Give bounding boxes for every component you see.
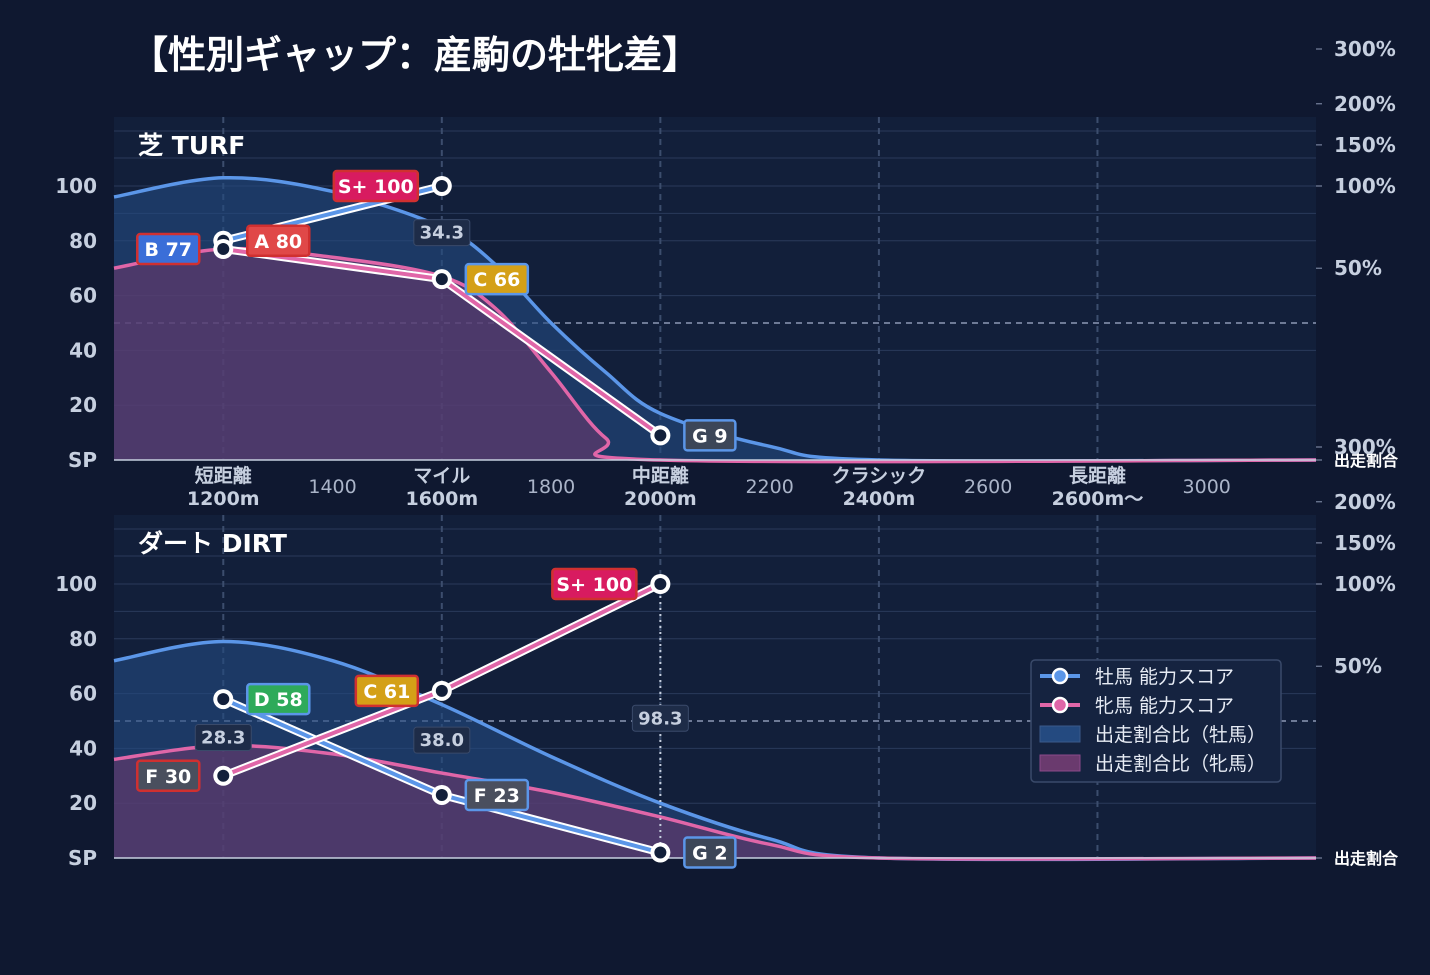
score-badge-label: F 30 bbox=[145, 766, 191, 788]
legend-box bbox=[1030, 659, 1282, 783]
score-badge bbox=[551, 567, 638, 601]
legend-label: 牡馬 能力スコア bbox=[1095, 666, 1234, 688]
ratio-label: 38.0 bbox=[420, 730, 464, 751]
ratio-label: 34.3 bbox=[420, 223, 464, 244]
score-badge-label: C 66 bbox=[473, 269, 520, 291]
legend-marker-swatch bbox=[1051, 696, 1069, 714]
score-badge bbox=[136, 759, 201, 793]
score-badge bbox=[246, 224, 311, 258]
x-minor-label: 3000 bbox=[1183, 476, 1231, 498]
panel-title: ダート DIRT bbox=[138, 529, 287, 558]
legend-area-swatch bbox=[1039, 725, 1081, 743]
legend-label: 出走割合比（牝馬） bbox=[1095, 753, 1266, 775]
turf-panel: SP 20 40 60 80 100 出走割合 50% 100% 150% 200% 300% 34.3… bbox=[55, 37, 1399, 510]
x-minor-label: 1800 bbox=[527, 476, 575, 498]
y-tick-label: 100 bbox=[55, 572, 97, 596]
female-score-point bbox=[654, 578, 667, 590]
right-tick-label: 200% bbox=[1334, 490, 1396, 514]
score-badge bbox=[464, 262, 530, 296]
panel-title: 芝 TURF bbox=[138, 131, 245, 160]
right-tick-label: 出走割合 bbox=[1334, 849, 1399, 868]
score-badge bbox=[683, 836, 737, 869]
x-minor-label: 2200 bbox=[745, 476, 793, 498]
x-major-label: 長距離 bbox=[1069, 464, 1126, 487]
y-tick-label: 60 bbox=[69, 682, 97, 706]
score-badge bbox=[464, 778, 530, 812]
x-major-sublabel: 1600m bbox=[405, 488, 478, 510]
score-badge bbox=[246, 682, 311, 716]
legend-label: 出走割合比（牡馬） bbox=[1095, 724, 1266, 746]
score-badge bbox=[683, 419, 737, 452]
female-score-point bbox=[435, 684, 448, 697]
legend-label: 牝馬 能力スコア bbox=[1095, 695, 1234, 717]
female-score-point bbox=[654, 429, 667, 442]
female-score-point bbox=[217, 243, 230, 256]
score-badge bbox=[354, 674, 420, 708]
score-badge-label: D 58 bbox=[254, 689, 303, 711]
x-major-sublabel: 2000m bbox=[624, 488, 697, 510]
right-tick-label: 100% bbox=[1334, 572, 1396, 596]
x-major-label: マイル bbox=[413, 465, 470, 487]
ratio-label-box bbox=[631, 704, 689, 732]
y-tick-label: SP bbox=[68, 846, 97, 870]
right-tick-label: 200% bbox=[1334, 92, 1396, 116]
score-badge-label: B 77 bbox=[144, 239, 192, 261]
ratio-label-box bbox=[413, 726, 471, 754]
right-tick-label: 300% bbox=[1334, 37, 1396, 61]
right-tick-label: 出走割合 bbox=[1334, 451, 1399, 470]
x-minor-label: 1400 bbox=[308, 476, 356, 498]
legend-marker-swatch bbox=[1051, 667, 1069, 685]
score-badge-label: S+ 100 bbox=[556, 574, 632, 596]
male-score-point bbox=[217, 693, 230, 706]
male-score-point bbox=[435, 788, 448, 801]
y-tick-label: 60 bbox=[69, 284, 97, 308]
male-score-point bbox=[654, 846, 667, 859]
y-tick-label: 80 bbox=[69, 229, 97, 253]
x-major-label: クラシック bbox=[832, 465, 927, 487]
x-major-label: 中距離 bbox=[632, 464, 689, 487]
male-score-point bbox=[435, 180, 448, 192]
legend-area-swatch bbox=[1039, 754, 1081, 772]
right-tick-label: 150% bbox=[1334, 531, 1396, 555]
y-tick-label: 40 bbox=[69, 736, 97, 760]
ratio-label: 28.3 bbox=[201, 727, 245, 748]
score-badge-label: G 2 bbox=[692, 843, 727, 865]
ratio-label: 98.3 bbox=[638, 708, 682, 729]
score-badge-label: S+ 100 bbox=[338, 176, 414, 198]
score-badge-label: G 9 bbox=[692, 425, 727, 447]
y-tick-label: SP bbox=[68, 448, 97, 472]
score-badge bbox=[332, 169, 420, 203]
y-tick-label: 80 bbox=[69, 627, 97, 651]
right-tick-label: 50% bbox=[1334, 654, 1382, 678]
score-badge bbox=[136, 232, 201, 266]
chart-title: 【性別ギャップ：産駒の牡牝差】 bbox=[130, 33, 700, 77]
x-major-sublabel: 2600m〜 bbox=[1052, 488, 1144, 510]
ratio-label-box bbox=[413, 219, 471, 247]
x-major-label: 短距離 bbox=[195, 464, 252, 487]
y-tick-label: 20 bbox=[69, 393, 97, 417]
y-tick-label: 20 bbox=[69, 791, 97, 815]
score-badge-label: F 23 bbox=[474, 785, 520, 807]
y-tick-label: 40 bbox=[69, 338, 97, 362]
score-badge-label: C 61 bbox=[363, 681, 410, 703]
ratio-label-box bbox=[194, 723, 252, 751]
score-badge-label: A 80 bbox=[254, 231, 302, 253]
x-major-sublabel: 2400m bbox=[843, 488, 916, 510]
right-tick-label: 300% bbox=[1334, 435, 1396, 459]
x-minor-label: 2600 bbox=[964, 476, 1012, 498]
right-tick-label: 100% bbox=[1334, 174, 1396, 198]
right-tick-label: 50% bbox=[1334, 256, 1382, 280]
y-tick-label: 100 bbox=[55, 174, 97, 198]
female-ratio-area-fill bbox=[114, 745, 1316, 860]
female-ratio-area-fill bbox=[114, 248, 1316, 462]
x-major-sublabel: 1200m bbox=[187, 488, 260, 510]
right-tick-label: 150% bbox=[1334, 133, 1396, 157]
female-score-point bbox=[435, 273, 448, 286]
female-score-point bbox=[217, 769, 230, 782]
